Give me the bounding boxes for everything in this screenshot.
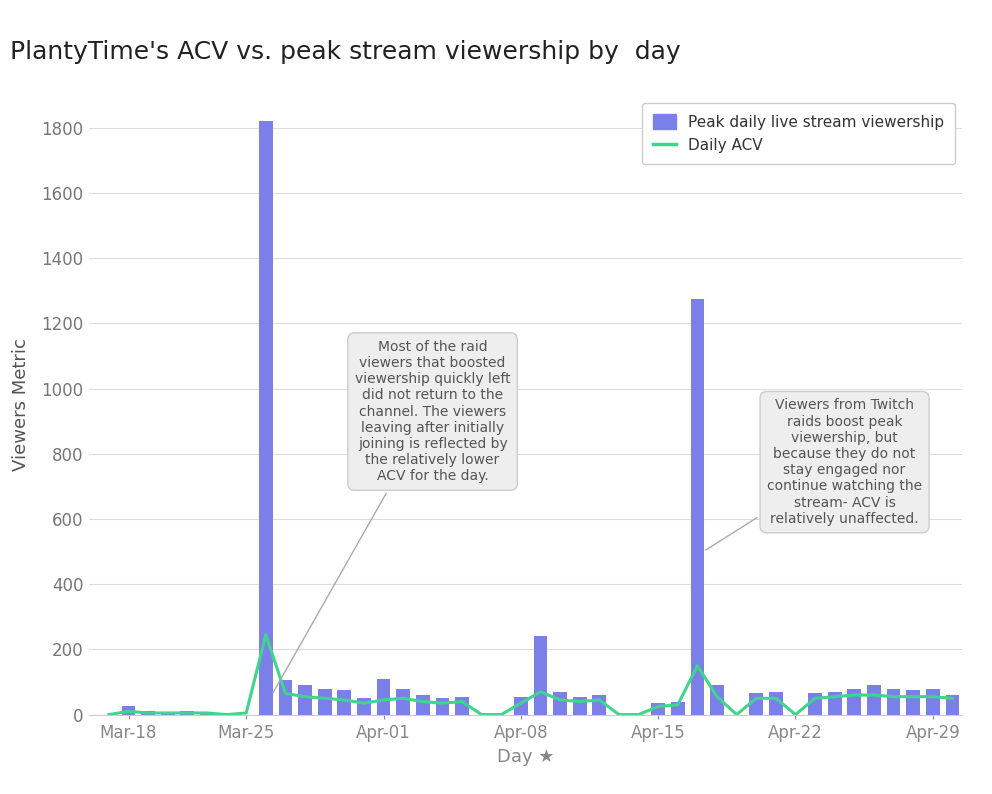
Bar: [514, 696, 528, 715]
Bar: [122, 707, 135, 715]
Bar: [181, 711, 194, 715]
Bar: [867, 685, 881, 715]
Bar: [572, 696, 586, 715]
Bar: [828, 692, 841, 715]
Bar: [455, 696, 469, 715]
Bar: [554, 692, 567, 715]
Bar: [907, 690, 920, 715]
Bar: [161, 712, 175, 715]
Y-axis label: Viewers Metric: Viewers Metric: [12, 338, 31, 472]
Bar: [710, 685, 724, 715]
Text: Most of the raid
viewers that boosted
viewership quickly left
did not return to : Most of the raid viewers that boosted vi…: [273, 340, 511, 692]
Bar: [317, 688, 331, 715]
Bar: [690, 299, 704, 715]
Bar: [769, 692, 783, 715]
Bar: [652, 703, 665, 715]
Bar: [808, 693, 822, 715]
Bar: [416, 695, 430, 715]
Legend: Peak daily live stream viewership, Daily ACV: Peak daily live stream viewership, Daily…: [642, 103, 954, 164]
Bar: [749, 693, 763, 715]
Bar: [926, 688, 939, 715]
Bar: [259, 121, 273, 715]
Bar: [435, 698, 449, 715]
Bar: [592, 695, 606, 715]
Bar: [945, 695, 959, 715]
X-axis label: Day ★: Day ★: [497, 748, 555, 766]
Bar: [887, 688, 901, 715]
Bar: [377, 679, 391, 715]
Bar: [847, 688, 861, 715]
Bar: [357, 698, 371, 715]
Bar: [200, 712, 214, 715]
Bar: [141, 711, 155, 715]
Bar: [396, 688, 410, 715]
Bar: [534, 636, 548, 715]
Bar: [337, 690, 351, 715]
Text: PlantyTime's ACV vs. peak stream viewership by  day: PlantyTime's ACV vs. peak stream viewers…: [10, 40, 681, 64]
Text: Viewers from Twitch
raids boost peak
viewership, but
because they do not
stay en: Viewers from Twitch raids boost peak vie…: [705, 399, 923, 550]
Bar: [279, 680, 293, 715]
Bar: [299, 685, 311, 715]
Bar: [671, 702, 684, 715]
